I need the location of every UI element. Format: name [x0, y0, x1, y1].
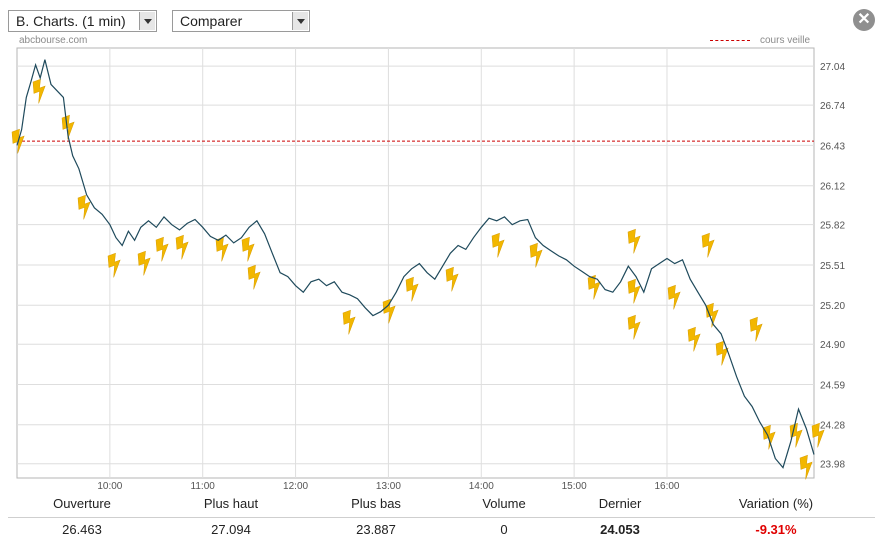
lightning-icon [32, 78, 46, 104]
x-axis: 10:00 11:00 12:00 13:00 14:00 15:00 16:00 [97, 481, 680, 492]
x-tick-label: 16:00 [654, 481, 679, 492]
y-tick-label: 24.28 [820, 421, 845, 432]
price-line [16, 59, 815, 469]
lightning-icon [627, 278, 641, 304]
x-tick-label: 12:00 [283, 481, 308, 492]
lightning-icon [77, 194, 91, 220]
lightning-icon [705, 302, 719, 328]
stat-header: Ouverture [53, 496, 111, 511]
chart-source: abcbourse.com [19, 35, 88, 46]
compare-select-value: Comparer [180, 13, 243, 29]
lightning-icon [382, 298, 396, 324]
lightning-icon [155, 236, 169, 262]
lightning-icon [762, 424, 776, 450]
lightning-icon [587, 274, 601, 300]
stat-value-high: 27.094 [211, 522, 251, 537]
stats-value-row: 26.463 27.094 23.887 0 24.053 -9.31% [0, 522, 890, 540]
y-tick-label: 26.12 [820, 182, 845, 193]
chart-legend: cours veille [710, 35, 810, 46]
grid-lines [17, 48, 814, 478]
stats-divider [8, 517, 875, 518]
x-tick-label: 10:00 [97, 481, 122, 492]
lightning-icon [445, 266, 459, 292]
x-tick-label: 14:00 [469, 481, 494, 492]
stat-header: Variation (%) [738, 496, 814, 511]
y-tick-label: 24.90 [820, 340, 845, 351]
chart-type-select[interactable]: B. Charts. (1 min) [8, 10, 157, 32]
lightning-icon [491, 232, 505, 258]
stat-value-variation: -9.31% [755, 522, 797, 537]
stat-header: Plus haut [203, 496, 259, 511]
lightning-icon [811, 422, 825, 448]
x-tick-label: 13:00 [376, 481, 401, 492]
lightning-icon [701, 232, 715, 258]
y-axis: 27.04 26.74 26.43 26.12 25.82 25.51 25.20 24.90… [820, 62, 845, 471]
stat-header: Dernier [598, 496, 642, 511]
y-tick-label: 25.51 [820, 261, 845, 272]
lightning-icon [247, 264, 261, 290]
close-icon[interactable]: ✕ [853, 9, 875, 31]
stat-header: Volume [482, 496, 526, 511]
lightning-icon [667, 284, 681, 310]
lightning-icon [61, 114, 75, 140]
lightning-icon [137, 250, 151, 276]
chevron-down-icon[interactable] [139, 12, 155, 30]
lightning-icon [342, 309, 356, 335]
lightning-icon [241, 236, 255, 262]
plot-frame [16, 47, 815, 479]
lightning-icon [799, 454, 813, 480]
lightning-icon [687, 326, 701, 352]
stat-value-low: 23.887 [356, 522, 396, 537]
lightning-icon [175, 234, 189, 260]
chart-type-select-value: B. Charts. (1 min) [16, 13, 126, 29]
chevron-down-icon[interactable] [292, 12, 308, 30]
stat-value-last: 24.053 [600, 522, 640, 537]
legend-dash-icon [710, 39, 750, 41]
lightning-icon [749, 316, 763, 342]
stat-header: Plus bas [351, 496, 401, 511]
stats-header-row: Ouverture Plus haut Plus bas Volume Dern… [0, 496, 890, 514]
y-tick-label: 24.59 [820, 380, 845, 391]
lightning-icon [627, 314, 641, 340]
lightning-icon [11, 128, 25, 154]
x-tick-label: 11:00 [191, 481, 216, 492]
lightning-icon [215, 236, 229, 262]
y-tick-label: 26.74 [820, 101, 845, 112]
price-series [16, 59, 815, 469]
lightning-icon [715, 340, 729, 366]
y-tick-label: 25.82 [820, 221, 845, 232]
compare-select[interactable]: Comparer [172, 10, 310, 32]
x-tick-label: 15:00 [562, 481, 587, 492]
stat-value-open: 26.463 [62, 522, 102, 537]
y-tick-label: 27.04 [820, 62, 845, 73]
lightning-icon [107, 252, 121, 278]
y-tick-label: 23.98 [820, 460, 845, 471]
legend-label: cours veille [760, 35, 811, 46]
stat-value-volume: 0 [500, 522, 508, 537]
lightning-icons [11, 78, 825, 480]
y-tick-label: 25.20 [820, 301, 845, 312]
lightning-icon [405, 276, 419, 302]
lightning-icon [627, 228, 641, 254]
y-tick-label: 26.43 [820, 141, 845, 152]
lightning-icon [529, 242, 543, 268]
